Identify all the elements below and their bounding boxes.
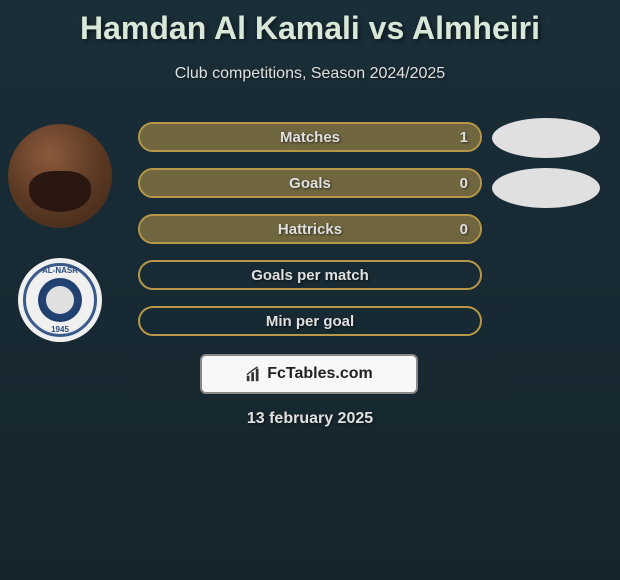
brand-label: FcTables.com [267,365,373,383]
stat-label: Hattricks [278,221,342,238]
stat-bar: Hattricks 0 [138,214,482,244]
stats-container: Matches 1 Goals 0 Hattricks 0 Goals per match M… [138,122,482,352]
stat-bar: Goals per match [138,260,482,290]
stat-label: Matches [280,129,340,146]
subtitle: Club competitions, Season 2024/2025 [0,65,620,83]
stat-label: Goals [289,175,331,192]
date-label: 13 february 2025 [0,410,620,428]
player-avatar-left [8,124,112,228]
stat-value: 1 [460,129,468,146]
stat-bar: Matches 1 [138,122,482,152]
stat-bar: Goals 0 [138,168,482,198]
brand-chart-icon [245,365,263,383]
stat-label: Min per goal [266,313,354,330]
stat-label: Goals per match [251,267,369,284]
badge-ball-icon [38,278,82,322]
stat-value: 0 [460,175,468,192]
club-badge: AL-NASR 1945 [18,258,102,342]
stat-bar: Min per goal [138,306,482,336]
badge-top-text: AL-NASR [42,266,78,275]
badge-bottom-text: 1945 [51,325,69,334]
page-title: Hamdan Al Kamali vs Almheiri [0,0,620,47]
player-avatar-right-1 [492,118,600,158]
stat-value: 0 [460,221,468,238]
brand-box: FcTables.com [200,354,418,394]
player-avatar-right-2 [492,168,600,208]
